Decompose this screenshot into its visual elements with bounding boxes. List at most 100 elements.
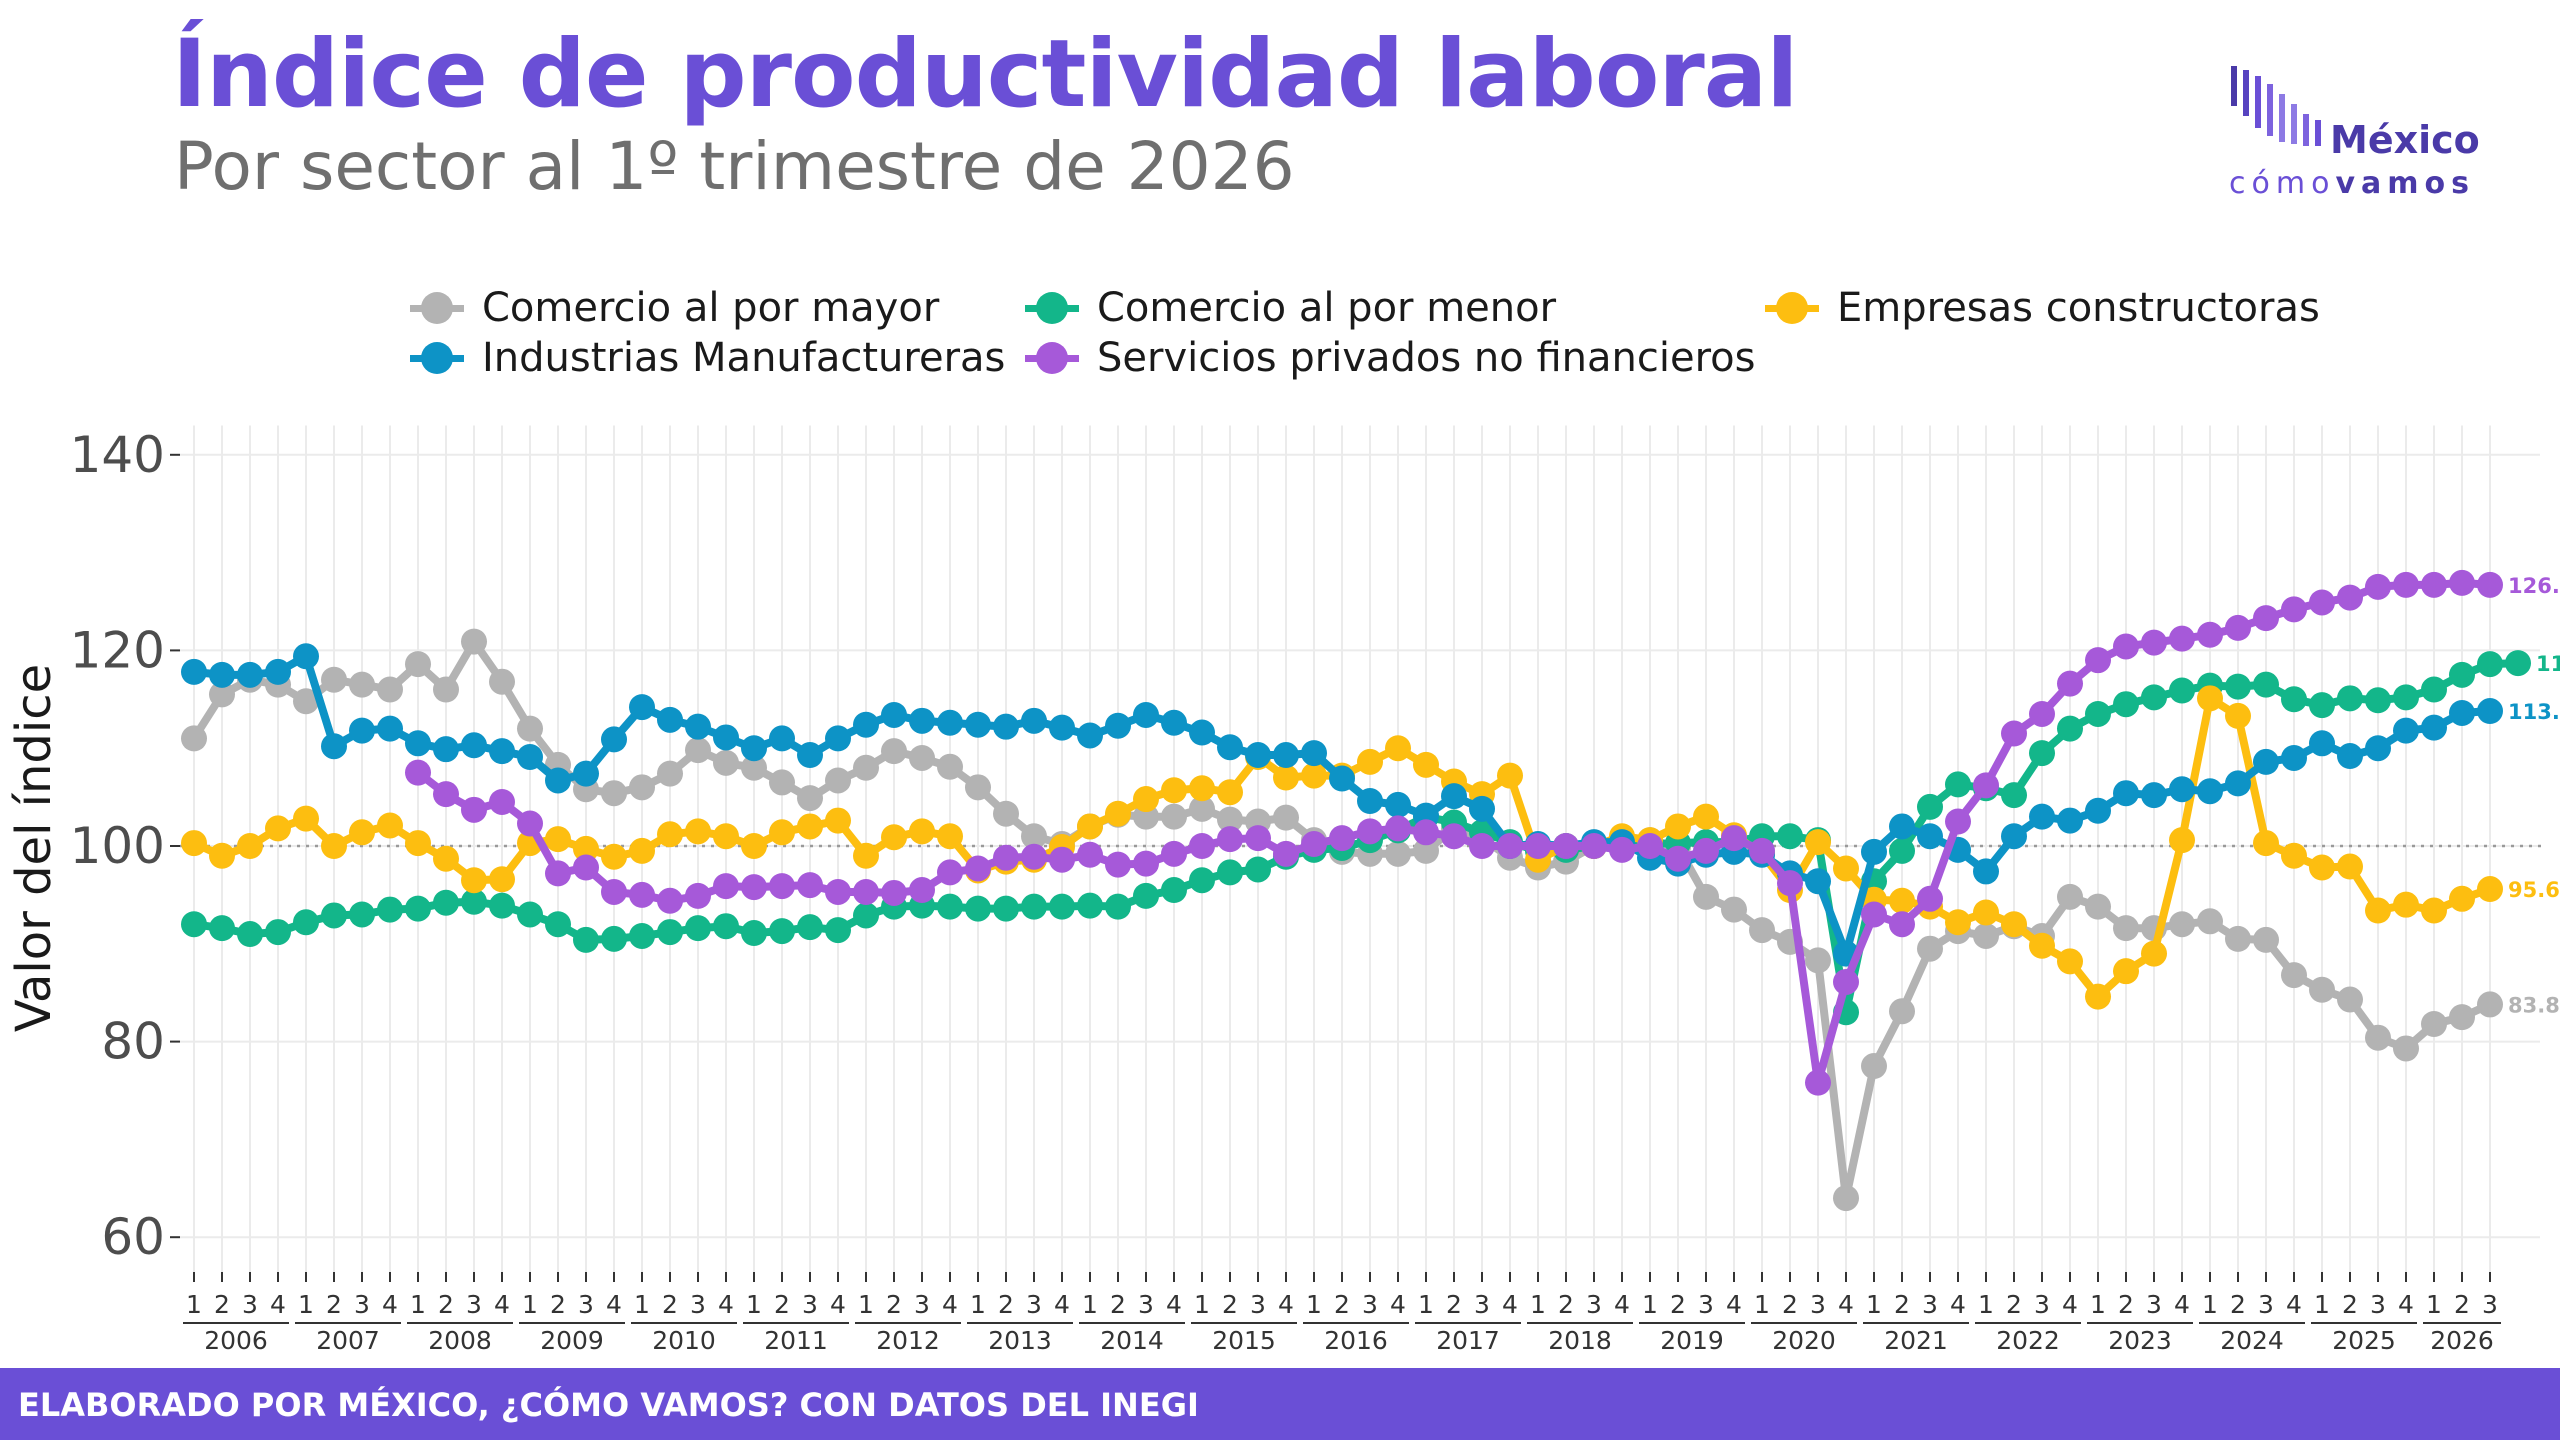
data-point [237,661,263,688]
end-value-label: 113.8 [2508,700,2560,724]
data-point [1357,788,1383,815]
data-point [1749,837,1775,864]
data-point [1693,803,1719,830]
data-point [2421,571,2447,598]
data-point [937,859,963,886]
data-point [1805,829,1831,856]
data-point [2309,692,2335,719]
data-point [1693,837,1719,864]
data-point [1889,837,1915,864]
data-point [2085,983,2111,1010]
data-point [741,874,767,901]
data-point [2001,823,2027,850]
x-quarter-label: 3 [1810,1290,1826,1319]
data-point [909,744,935,771]
data-point [573,760,599,787]
data-point [937,709,963,736]
data-point [181,658,207,685]
data-point [2365,897,2391,924]
legend-swatch [410,282,464,334]
data-point [685,713,711,740]
legend-swatch [1025,332,1079,384]
y-tick-label: 140 [70,426,165,484]
data-point [1805,947,1831,974]
data-point [685,737,711,764]
data-point [1301,740,1327,767]
data-point [741,920,767,947]
data-point [2113,915,2139,942]
legend-label: Servicios privados no financieros [1097,335,1756,381]
data-point [1385,840,1411,867]
data-point [2197,778,2223,805]
data-point [1413,837,1439,864]
x-quarter-label: 2 [438,1290,454,1319]
data-point [797,785,823,812]
data-point [2449,1004,2475,1031]
data-point [321,833,347,859]
x-quarter-label: 4 [382,1290,398,1319]
data-point [1049,893,1075,920]
data-point [1973,772,1999,799]
y-axis-title: Valor del índice [6,664,62,1032]
data-point [517,810,543,837]
x-quarter-label: 1 [1306,1290,1322,1319]
data-point [2309,976,2335,1003]
data-point [1049,846,1075,873]
data-point [2225,925,2251,952]
data-point [2505,650,2531,677]
legend-item-manufactureras: Industrias Manufactureras [410,332,1005,384]
x-quarter-label: 4 [494,1290,510,1319]
data-point [517,715,543,742]
data-point [433,781,459,808]
x-year-label: 2008 [428,1326,492,1355]
data-point [2449,661,2475,688]
x-quarter-label: 4 [1166,1290,1182,1319]
x-quarter-label: 4 [270,1290,286,1319]
data-point [1273,804,1299,831]
data-point [713,823,739,850]
data-point [1833,855,1859,882]
x-year-label: 2007 [316,1326,380,1355]
x-quarter-label: 3 [2370,1290,2386,1319]
data-point [2253,830,2279,857]
data-point [433,736,459,763]
x-quarter-label: 3 [1922,1290,1938,1319]
data-point [1021,707,1047,734]
data-point [1357,818,1383,845]
data-point [825,878,851,905]
data-point [881,824,907,851]
data-point [1133,701,1159,728]
data-point [433,676,459,703]
data-point [1217,734,1243,761]
data-point [937,893,963,920]
data-point [405,830,431,857]
x-year-label: 2013 [988,1326,1052,1355]
x-quarter-label: 4 [1278,1290,1294,1319]
data-point [1385,735,1411,762]
x-quarter-label: 1 [2090,1290,2106,1319]
data-point [825,767,851,794]
data-point [181,725,207,752]
x-quarter-label: 2 [1558,1290,1574,1319]
x-quarter-label: 1 [1978,1290,1994,1319]
x-quarter-label: 3 [1362,1290,1378,1319]
data-point [321,902,347,929]
x-quarter-label: 4 [1950,1290,1966,1319]
data-point [601,726,627,753]
data-point [349,671,375,698]
data-point [629,881,655,908]
x-quarter-label: 3 [1474,1290,1490,1319]
data-point [2113,633,2139,660]
data-point [629,694,655,721]
end-value-label: 83.8 [2508,993,2560,1017]
data-point [2169,776,2195,803]
data-point [2029,740,2055,767]
data-point [2393,684,2419,711]
end-value-label: 126.7 [2508,574,2560,598]
x-year-label: 2012 [876,1326,940,1355]
data-point [2253,671,2279,698]
x-year-label: 2020 [1772,1326,1836,1355]
data-point [1385,815,1411,842]
x-quarter-label: 3 [914,1290,930,1319]
x-quarter-label: 4 [1502,1290,1518,1319]
